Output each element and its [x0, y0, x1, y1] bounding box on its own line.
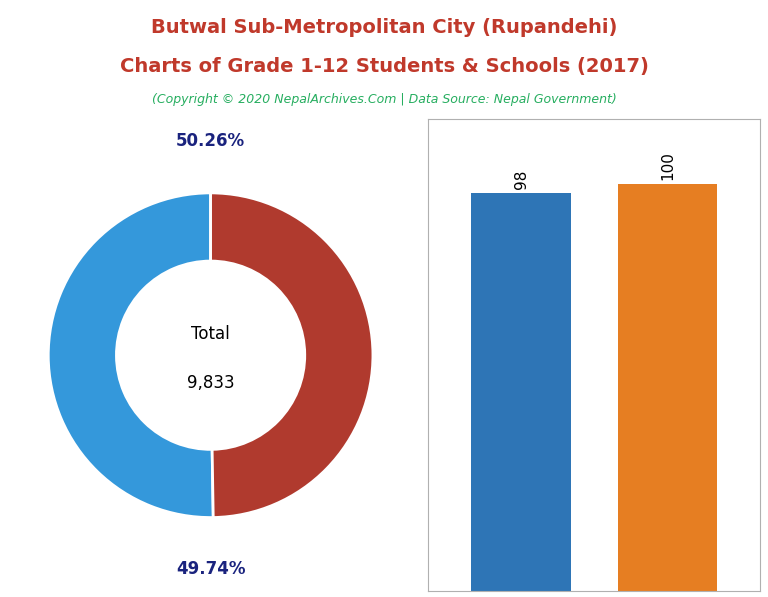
Text: 49.74%: 49.74% [176, 561, 245, 578]
Bar [472, 193, 571, 591]
Wedge shape [48, 193, 214, 518]
Wedge shape [210, 193, 373, 518]
Text: Butwal Sub-Metropolitan City (Rupandehi): Butwal Sub-Metropolitan City (Rupandehi) [151, 18, 617, 37]
Text: 100: 100 [660, 152, 675, 180]
Text: 50.26%: 50.26% [176, 132, 245, 150]
Text: (Copyright © 2020 NepalArchives.Com | Data Source: Nepal Government): (Copyright © 2020 NepalArchives.Com | Da… [151, 93, 617, 106]
Text: 98: 98 [514, 169, 528, 189]
Text: Charts of Grade 1-12 Students & Schools (2017): Charts of Grade 1-12 Students & Schools … [120, 57, 648, 76]
Text: Total: Total [191, 325, 230, 343]
Text: 9,833: 9,833 [187, 374, 234, 392]
Bar [617, 184, 717, 591]
